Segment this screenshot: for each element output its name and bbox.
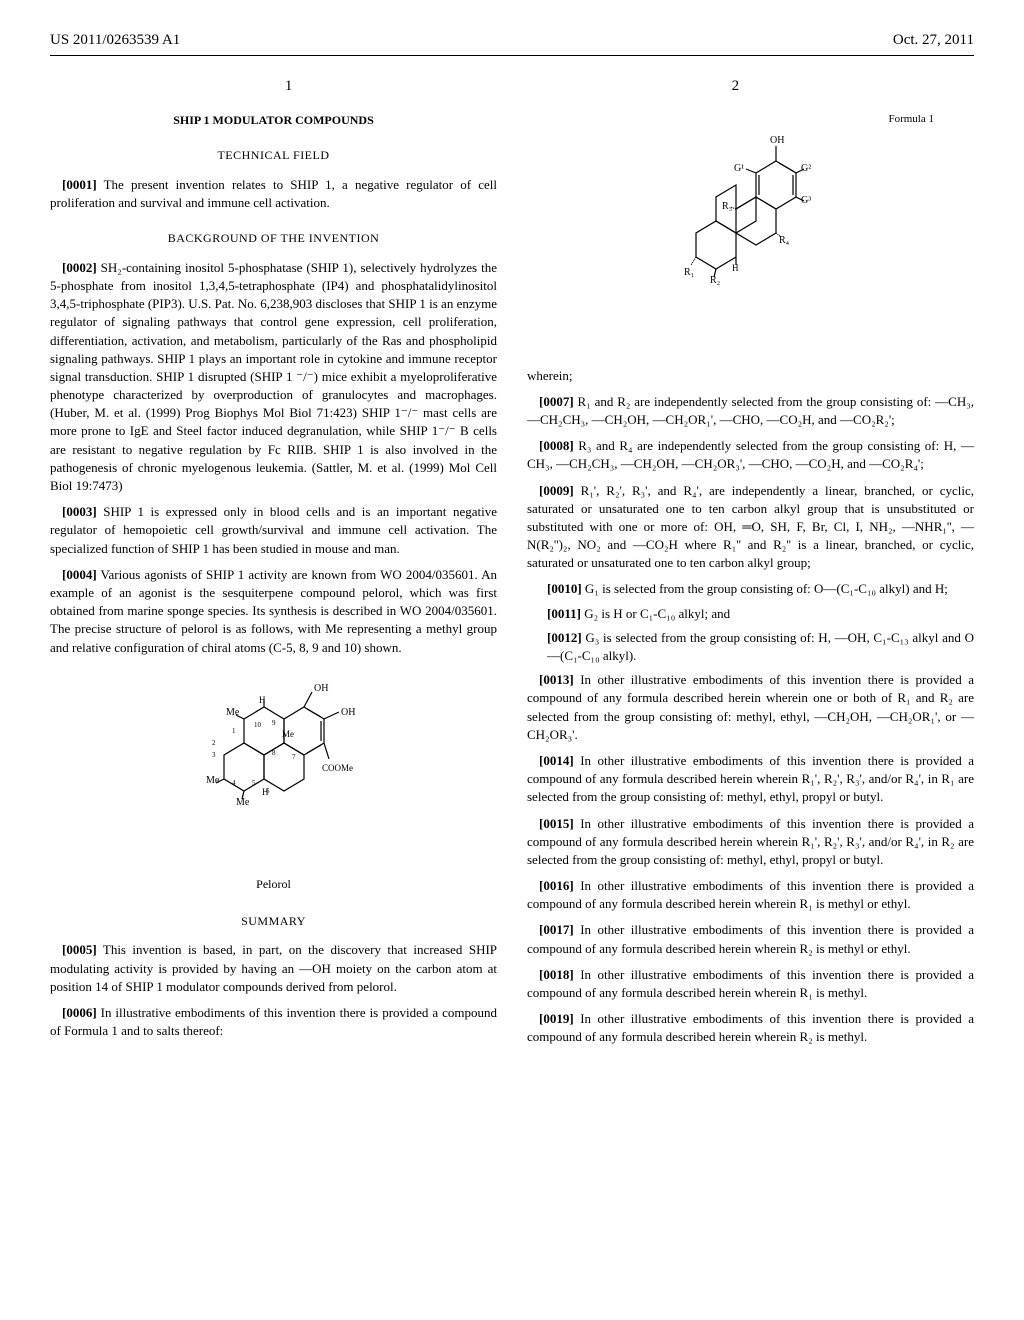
formula1-structure: Formula 1 OH G¹ G² G³ R₃ R₄ (527, 112, 974, 347)
svg-text:OH: OH (314, 683, 328, 694)
svg-text:2: 2 (212, 739, 216, 747)
paragraph-18: [0018] In other illustrative embodiments… (527, 966, 974, 1002)
paragraph-2: [0002] SH₂-containing inositol 5-phospha… (50, 259, 497, 495)
pelorol-structure: OH OH COOMe H Me Me Me Me H (50, 677, 497, 893)
svg-text:3: 3 (212, 751, 216, 759)
para-num: [0013] (539, 672, 574, 687)
svg-text:OH: OH (770, 135, 784, 146)
para-num: [0012] (547, 630, 582, 645)
para-num: [0010] (547, 581, 582, 596)
para-text: Various agonists of SHIP 1 activity are … (50, 567, 497, 655)
technical-field-heading: TECHNICAL FIELD (50, 147, 497, 164)
para-num: [0019] (539, 1011, 574, 1026)
para-text: G₂ is H or C₁-C₁₀ alkyl; and (584, 606, 730, 621)
svg-text:6: 6 (266, 787, 270, 795)
para-num: [0011] (547, 606, 581, 621)
svg-text:8: 8 (272, 749, 276, 757)
para-text: R₁ and R₂ are independently selected fro… (527, 394, 974, 427)
svg-text:R₃: R₃ (722, 201, 732, 212)
svg-text:7: 7 (292, 753, 296, 761)
paragraph-6: [0006] In illustrative embodiments of th… (50, 1004, 497, 1040)
para-text: This invention is based, in part, on the… (50, 942, 497, 993)
paragraph-7: [0007] R₁ and R₂ are independently selec… (527, 393, 974, 429)
paragraph-13: [0013] In other illustrative embodiments… (527, 671, 974, 744)
para-text: In other illustrative embodiments of thi… (527, 816, 974, 867)
para-text: R₃ and R₄ are independently selected fro… (527, 438, 974, 471)
para-text: G₁ is selected from the group consisting… (585, 581, 948, 596)
para-text: SH₂-containing inositol 5-phosphatase (S… (50, 260, 497, 493)
svg-text:G¹: G¹ (734, 163, 744, 174)
para-text: SHIP 1 is expressed only in blood cells … (50, 504, 497, 555)
document-title: SHIP 1 MODULATOR COMPOUNDS (50, 112, 497, 129)
para-num: [0014] (539, 753, 574, 768)
para-num: [0008] (539, 438, 574, 453)
para-text: In other illustrative embodiments of thi… (527, 753, 974, 804)
paragraph-5: [0005] This invention is based, in part,… (50, 941, 497, 996)
paragraph-16: [0016] In other illustrative embodiments… (527, 877, 974, 913)
page-numbers: 1 2 (50, 76, 974, 97)
svg-text:10: 10 (254, 721, 262, 729)
svg-text:G²: G² (801, 163, 811, 174)
paragraph-1: [0001] The present invention relates to … (50, 176, 497, 212)
paragraph-12: [0012] G₃ is selected from the group con… (547, 629, 974, 665)
para-num: [0004] (62, 567, 97, 582)
paragraph-8: [0008] R₃ and R₄ are independently selec… (527, 437, 974, 473)
paragraph-9: [0009] R₁', R₂', R₃', and R₄', are indep… (527, 482, 974, 573)
wherein-text: wherein; (527, 367, 974, 385)
para-text: In other illustrative embodiments of thi… (527, 1011, 974, 1044)
paragraph-19: [0019] In other illustrative embodiments… (527, 1010, 974, 1046)
svg-text:Me: Me (236, 797, 250, 808)
para-text: The present invention relates to SHIP 1,… (50, 177, 497, 210)
paragraph-17: [0017] In other illustrative embodiments… (527, 921, 974, 957)
para-num: [0003] (62, 504, 97, 519)
pelorol-svg: OH OH COOMe H Me Me Me Me H (164, 677, 384, 867)
para-num: [0018] (539, 967, 574, 982)
formula1-label: Formula 1 (527, 112, 974, 127)
para-text: In other illustrative embodiments of thi… (527, 878, 974, 911)
para-text: In illustrative embodiments of this inve… (50, 1005, 497, 1038)
para-text: In other illustrative embodiments of thi… (527, 672, 974, 742)
patent-date: Oct. 27, 2011 (893, 30, 974, 51)
main-content: SHIP 1 MODULATOR COMPOUNDS TECHNICAL FIE… (50, 112, 974, 1262)
para-num: [0017] (539, 922, 574, 937)
para-text: R₁', R₂', R₃', and R₄', are independentl… (527, 483, 974, 571)
para-num: [0006] (62, 1005, 97, 1020)
para-num: [0009] (539, 483, 574, 498)
svg-text:R₂: R₂ (710, 275, 720, 286)
paragraph-11: [0011] G₂ is H or C₁-C₁₀ alkyl; and (547, 605, 974, 623)
document-header: US 2011/0263539 A1 Oct. 27, 2011 (50, 30, 974, 56)
page-number-right: 2 (514, 76, 958, 97)
patent-number: US 2011/0263539 A1 (50, 30, 180, 51)
svg-text:R₁: R₁ (684, 267, 694, 278)
para-num: [0016] (539, 878, 574, 893)
svg-text:H: H (259, 695, 266, 705)
svg-text:R₄: R₄ (779, 235, 790, 246)
svg-text:Me: Me (206, 775, 220, 786)
svg-text:1: 1 (232, 727, 236, 735)
para-num: [0005] (62, 942, 97, 957)
pelorol-label: Pelorol (50, 876, 497, 893)
paragraph-3: [0003] SHIP 1 is expressed only in blood… (50, 503, 497, 558)
para-num: [0007] (539, 394, 574, 409)
svg-text:9: 9 (272, 719, 276, 727)
paragraph-15: [0015] In other illustrative embodiments… (527, 815, 974, 870)
summary-heading: SUMMARY (50, 913, 497, 930)
paragraph-10: [0010] G₁ is selected from the group con… (547, 580, 974, 598)
para-num: [0001] (62, 177, 97, 192)
svg-text:OH: OH (341, 707, 355, 718)
para-text: G₃ is selected from the group consisting… (547, 630, 974, 663)
formula1-svg: OH G¹ G² G³ R₃ R₄ R₁ R₂ (646, 131, 856, 341)
page-number-left: 1 (67, 76, 511, 97)
para-text: In other illustrative embodiments of thi… (527, 922, 974, 955)
svg-text:COOMe: COOMe (322, 763, 353, 773)
background-heading: BACKGROUND OF THE INVENTION (50, 230, 497, 247)
svg-text:5: 5 (252, 779, 256, 787)
para-num: [0015] (539, 816, 574, 831)
para-num: [0002] (62, 260, 97, 275)
svg-text:Me: Me (282, 729, 294, 739)
svg-text:4: 4 (232, 779, 236, 787)
para-text: In other illustrative embodiments of thi… (527, 967, 974, 1000)
paragraph-14: [0014] In other illustrative embodiments… (527, 752, 974, 807)
paragraph-4: [0004] Various agonists of SHIP 1 activi… (50, 566, 497, 657)
